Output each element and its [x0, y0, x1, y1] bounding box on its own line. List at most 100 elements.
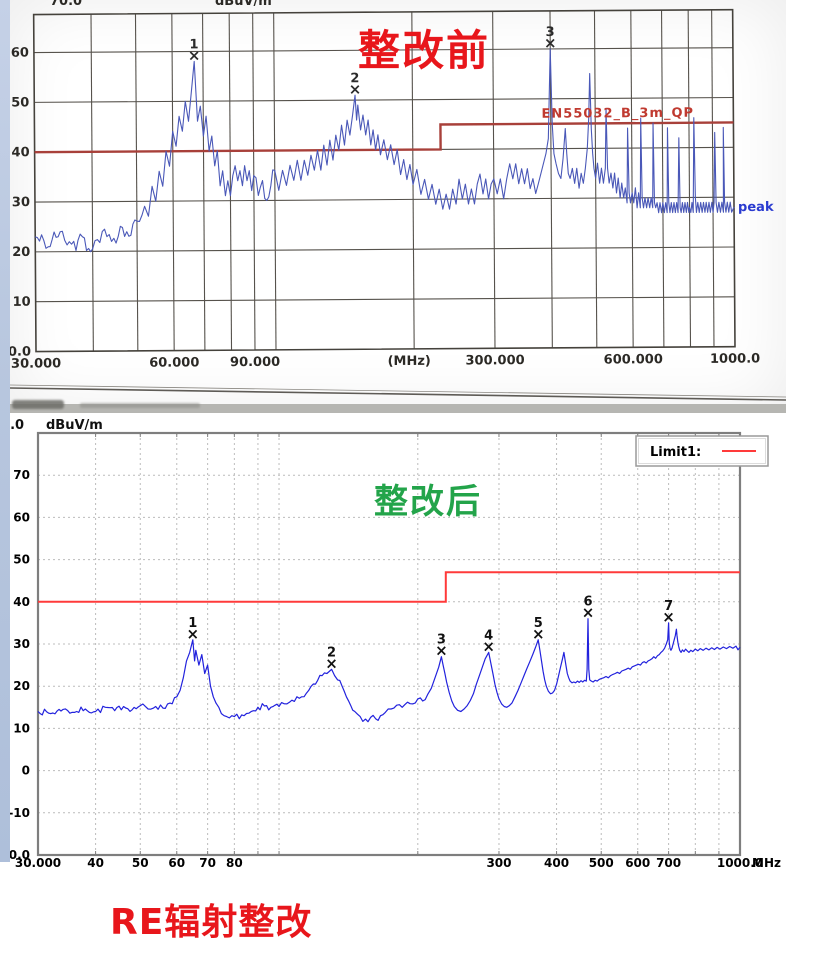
x-tick-label: 30.000 — [11, 356, 61, 371]
y-tick-label: 50 — [13, 553, 30, 567]
photo-bottom-band — [10, 404, 786, 413]
x-tick-label: 40 — [87, 856, 104, 870]
emission-trace — [35, 48, 735, 253]
after-chart-svg: 30.000 40 50 60 70 80 300 400 500 600 700 1000.0MHz… — [0, 431, 781, 870]
grid-line-v — [411, 11, 415, 349]
photo-printed-line — [10, 387, 786, 401]
peak-markers: 1×2×3× — [188, 25, 557, 98]
grid-line-h — [33, 47, 733, 54]
x-tick-label: 300.000 — [465, 353, 524, 368]
y-tick-label: 60 — [13, 510, 30, 524]
photo-printed-line-2 — [10, 384, 786, 398]
x-tick-label: 300 — [486, 856, 511, 870]
y-tick-label: 0 — [22, 764, 30, 778]
legend-box: Limit1: — [635, 435, 769, 467]
x-axis-unit: MHz — [752, 856, 781, 870]
grid-line-v — [593, 10, 598, 348]
x-tick-label: 1000.0 — [717, 856, 763, 870]
grid-line-v — [202, 13, 206, 351]
marker-number: 3 — [546, 25, 555, 40]
marker-x-icon: × — [349, 80, 362, 98]
marker-number: 1 — [189, 37, 198, 52]
grid-line-h — [34, 196, 734, 203]
x-tick-label: 600.000 — [604, 352, 663, 367]
before-chart-group: 30.000 60.000 90.000 (MHz) 300.000 600.000 100… — [10, 8, 774, 372]
marker-number: 4 — [484, 628, 493, 643]
x-tick-labels: 30.000 60.000 90.000 (MHz) 300.000 600.000 100… — [11, 351, 760, 371]
footer-title: RE辐射整改 — [110, 902, 313, 943]
marker-x-icon: × — [435, 642, 448, 660]
limit-line — [38, 571, 740, 603]
marker-number: 5 — [534, 616, 543, 631]
y-tick-label: 10 — [13, 721, 30, 735]
peak-markers: 1×2×3×4×5×6× 7× — [187, 595, 675, 673]
window-edge-strip — [0, 0, 10, 862]
x-tick-label: 600 — [625, 856, 650, 870]
plot-frame — [36, 431, 742, 857]
axis-ticks — [37, 433, 741, 855]
x-tick-label: 80 — [226, 856, 243, 870]
emission-trace — [37, 618, 741, 723]
grid-line-h — [35, 246, 735, 253]
grid-line-v — [90, 14, 94, 352]
marker-x-icon: × — [188, 46, 201, 64]
y-tick-label: 50 — [11, 95, 29, 110]
after-annotation-label: 整改后 — [374, 482, 482, 522]
after-chart-group: 30.000 40 50 60 70 80 300 400 500 600 700 1000.0MHz… — [0, 431, 781, 870]
limit-name-label: EN55032_B_3m_QP — [541, 106, 694, 122]
marker-number: 2 — [327, 645, 336, 660]
y-tick-label: 10 — [13, 295, 31, 310]
y-tick-label: 40 — [11, 145, 29, 160]
clipped-ymax-label: 70.0 — [50, 0, 82, 9]
x-tick-label: 30.000 — [15, 856, 61, 870]
x-tick-label: 60.000 — [149, 355, 199, 370]
limit-line — [34, 121, 734, 154]
trace-name-label: peak — [738, 200, 774, 215]
y-tick-labels: 60 50 40 30 20 10 0.0 — [10, 46, 31, 360]
grid-line-v — [228, 13, 233, 351]
grid — [38, 433, 740, 855]
grid-line-v — [660, 10, 665, 348]
after-y-unit-label: dBuV/m — [46, 418, 103, 433]
x-tick-label: 50 — [132, 856, 149, 870]
marker-number: 1 — [188, 616, 197, 631]
y-tick-label: 30 — [12, 195, 30, 210]
grid-line-v — [711, 9, 715, 347]
grid-line-v — [273, 12, 277, 350]
x-tick-label: 700 — [656, 856, 681, 870]
grid-line-v — [252, 13, 256, 351]
grid-line-v — [687, 9, 692, 347]
grid-line-v — [630, 10, 634, 348]
marker-number: 6 — [583, 595, 592, 610]
marker-x-icon: × — [532, 625, 545, 643]
x-tick-label: 60 — [168, 856, 185, 870]
x-tick-label: (MHz) — [388, 354, 431, 369]
x-tick-label: 500 — [589, 856, 614, 870]
marker-number: 7 — [664, 599, 673, 614]
grid-line-v — [171, 13, 175, 351]
y-tick-label: 0.0 — [10, 345, 31, 360]
grid-line-v — [134, 13, 139, 351]
legend-frame-inner — [638, 438, 766, 464]
grid-line-h — [34, 96, 734, 103]
before-photo-region: 30.000 60.000 90.000 (MHz) 300.000 600.000 100… — [10, 0, 786, 412]
marker-x-icon: × — [187, 625, 200, 643]
marker-x-icon: × — [662, 608, 675, 626]
y-tick-label: 30 — [13, 637, 30, 651]
x-tick-label: 1000.0 — [710, 351, 760, 366]
before-chart-svg: 30.000 60.000 90.000 (MHz) 300.000 600.000 100… — [10, 0, 786, 401]
y-tick-label: 60 — [11, 46, 29, 61]
photo-smudge — [12, 400, 64, 409]
y-tick-label: -10 — [8, 806, 30, 820]
marker-number: 3 — [437, 633, 446, 648]
marker-number: 2 — [350, 71, 359, 86]
before-annotation-label: 整改前 — [358, 26, 491, 75]
marker-x-icon: × — [582, 604, 595, 622]
x-tick-label: 90.000 — [230, 355, 280, 370]
y-tick-label: 70 — [13, 468, 30, 482]
marker-x-icon: × — [544, 34, 557, 52]
x-tick-label: 400 — [544, 856, 569, 870]
marker-x-icon: × — [482, 637, 495, 655]
